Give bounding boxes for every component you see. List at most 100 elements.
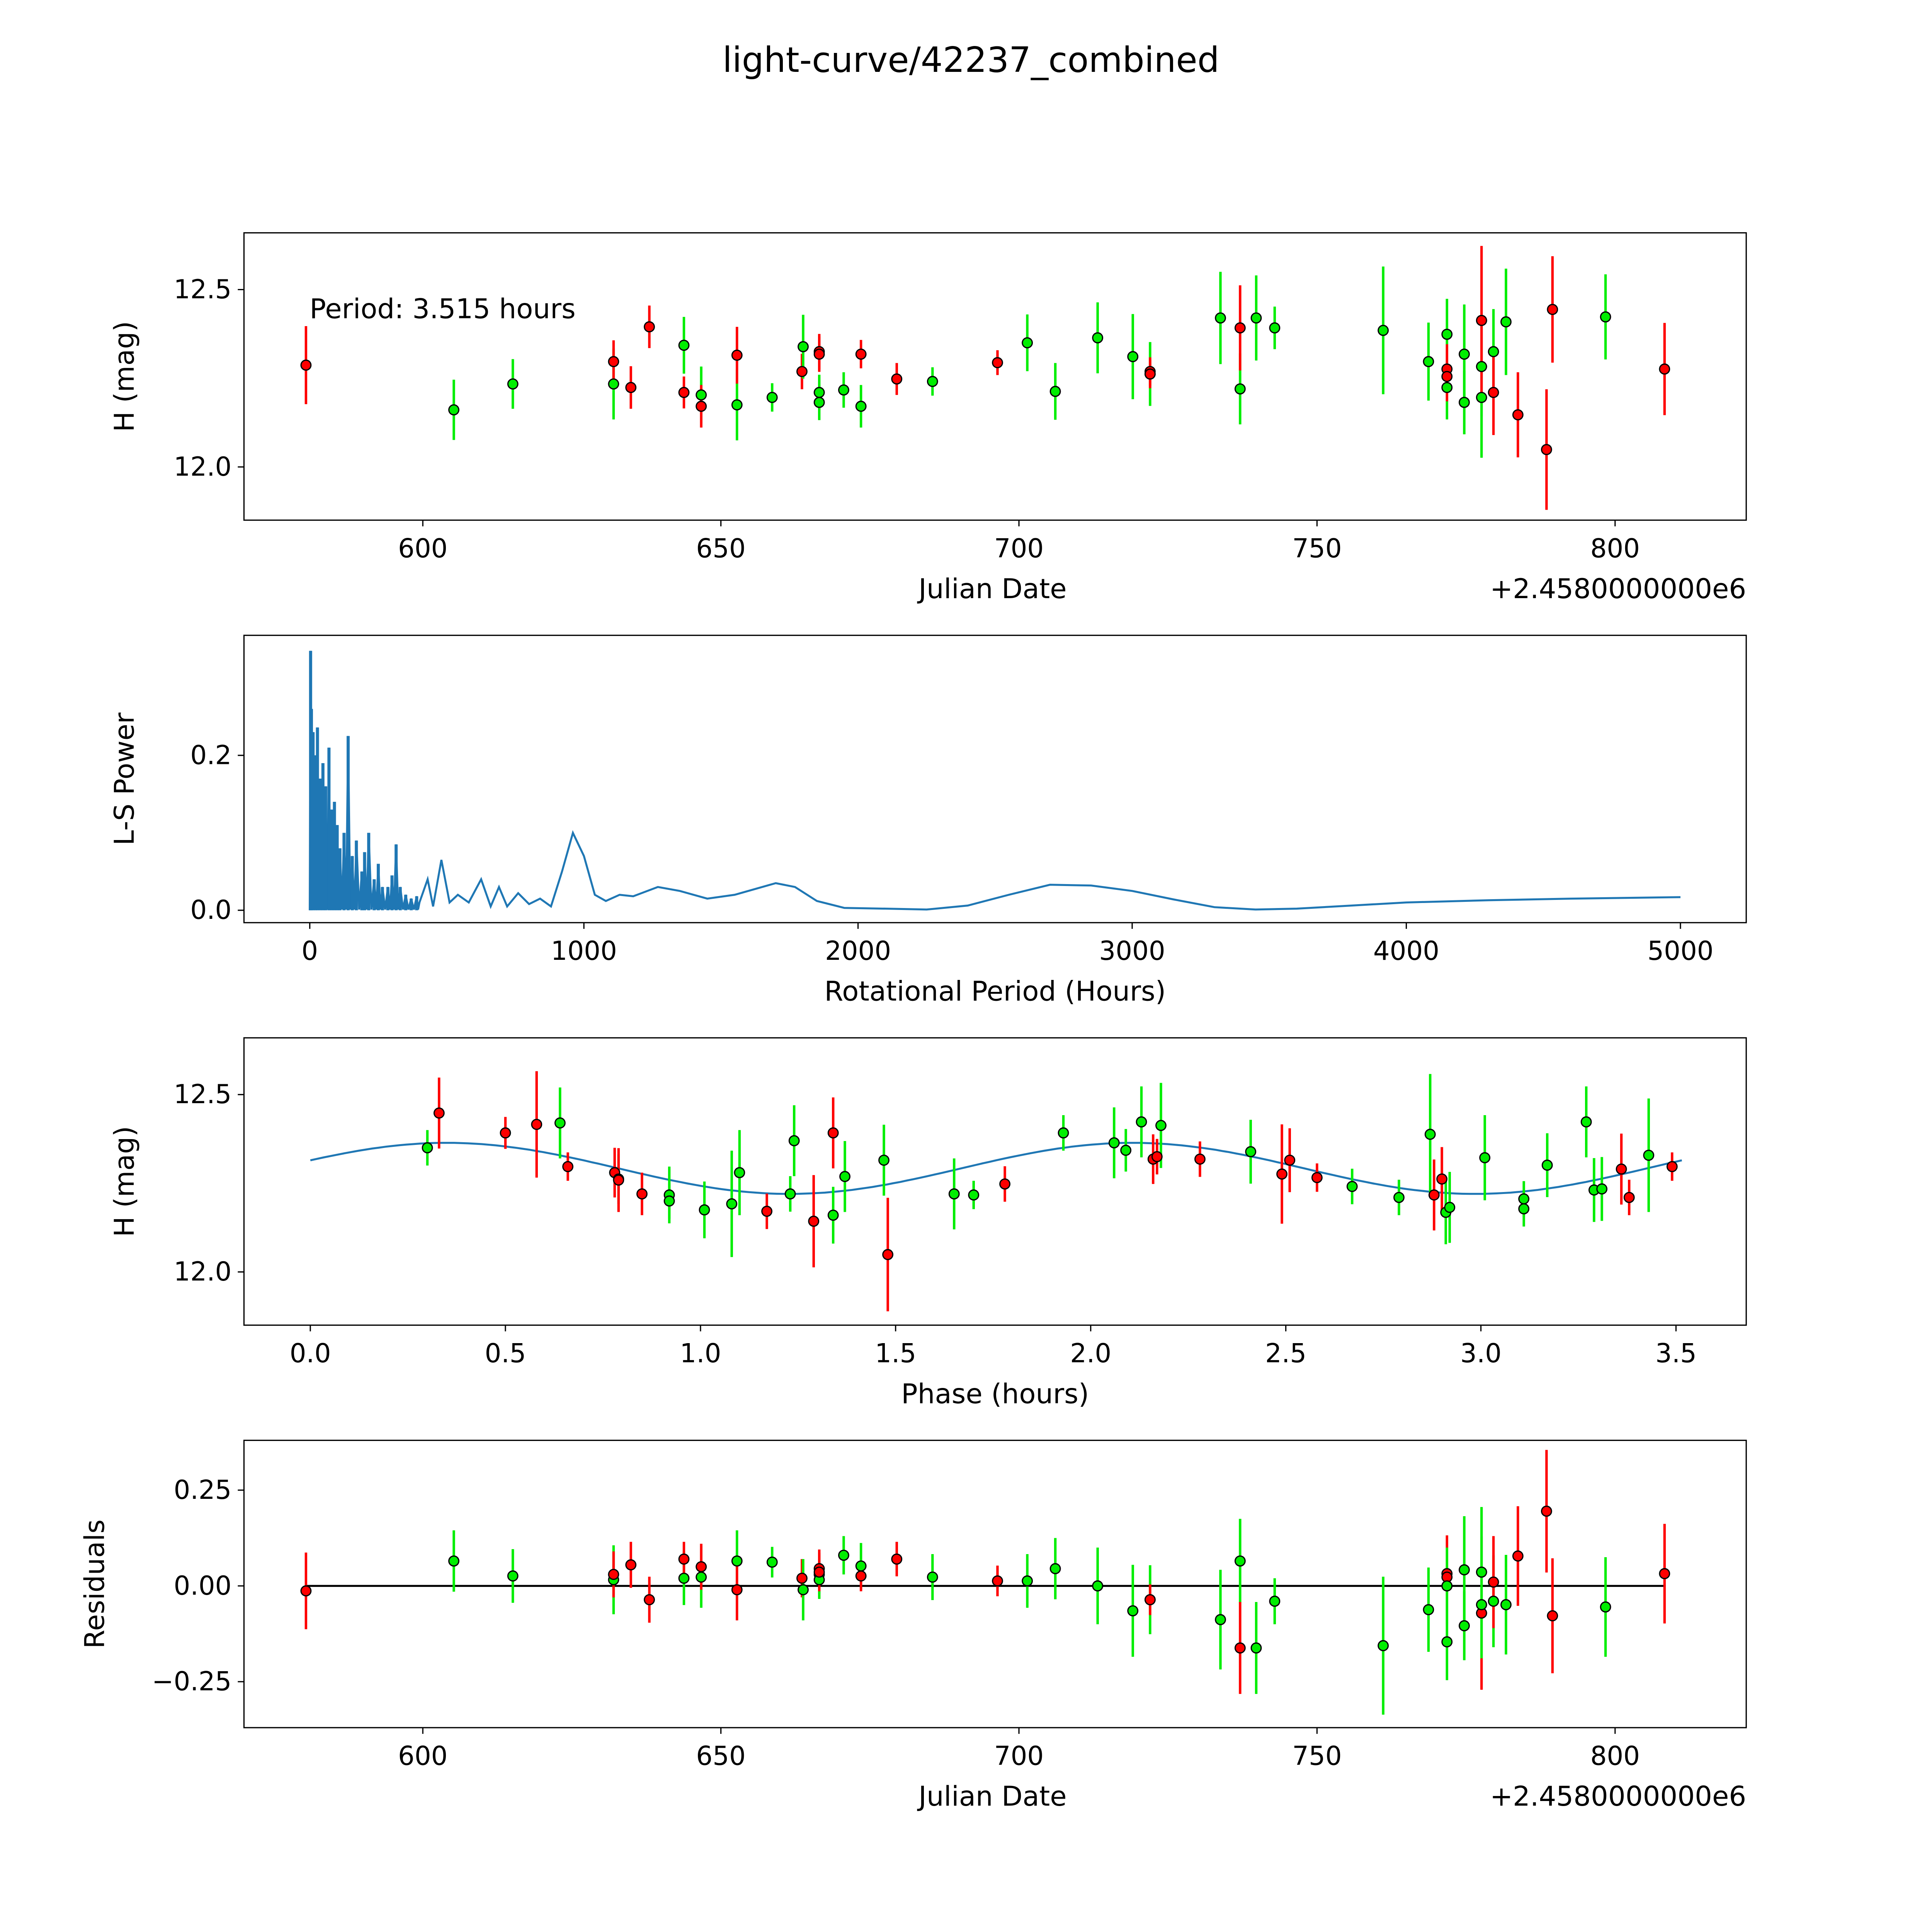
- data-point-green: [838, 1549, 849, 1561]
- data-point-green: [1541, 1160, 1553, 1171]
- data-point-green: [1127, 1605, 1139, 1617]
- x-tick-label: 750: [1292, 1741, 1342, 1771]
- data-point-red: [761, 1206, 772, 1217]
- data-point-red: [500, 1127, 511, 1139]
- data-point-green: [927, 1571, 938, 1583]
- data-point-green: [1108, 1137, 1120, 1149]
- data-point-green: [1215, 312, 1226, 324]
- data-point-red: [891, 373, 903, 385]
- data-point-green: [554, 1117, 566, 1129]
- data-point-green: [1250, 312, 1262, 324]
- data-point-green: [1441, 1580, 1453, 1592]
- data-point-red: [608, 356, 619, 367]
- data-point-green: [1022, 1575, 1033, 1587]
- data-point-green: [731, 399, 743, 411]
- data-point-red: [999, 1178, 1010, 1190]
- x-tick-label: 800: [1590, 533, 1640, 563]
- data-point-green: [1596, 1183, 1608, 1195]
- data-point-red: [1512, 1550, 1524, 1562]
- data-point-green: [1459, 349, 1470, 360]
- data-point-green: [878, 1155, 889, 1166]
- data-point-red: [678, 387, 690, 398]
- data-point-green: [1476, 392, 1487, 403]
- data-point-red: [796, 366, 808, 377]
- y-axis-label: Residuals: [79, 1519, 111, 1648]
- data-point-green: [1479, 1152, 1491, 1163]
- data-point-green: [1378, 1640, 1389, 1651]
- axes-frame: [243, 232, 1747, 521]
- plot-area: [300, 246, 1670, 510]
- data-point-red: [696, 1561, 707, 1573]
- data-point-red: [882, 1249, 894, 1260]
- x-tick-label: 1.5: [875, 1338, 916, 1369]
- data-point-green: [726, 1198, 738, 1209]
- y-tick-label: 0.25: [174, 1475, 232, 1505]
- x-tick-label: 600: [398, 533, 447, 563]
- data-point-red: [813, 349, 825, 360]
- data-point-red: [625, 1559, 637, 1571]
- data-point-red: [1666, 1161, 1678, 1172]
- data-point-green: [731, 1555, 743, 1567]
- data-point-green: [839, 1171, 850, 1182]
- model-curve: [310, 1142, 1682, 1195]
- data-point-green: [1600, 1601, 1611, 1613]
- data-point-green: [784, 1188, 796, 1200]
- data-point-red: [433, 1107, 445, 1119]
- data-point-green: [1022, 337, 1033, 349]
- data-point-green: [1234, 383, 1246, 395]
- x-offset-text: +2.4580000000e6: [1490, 1781, 1746, 1812]
- x-tick-label: 800: [1590, 1741, 1640, 1771]
- data-point-red: [891, 1553, 903, 1565]
- data-point-red: [1547, 304, 1558, 315]
- data-point-red: [1512, 409, 1524, 420]
- x-tick-label: 0.0: [290, 1338, 331, 1369]
- data-point-red: [1623, 1192, 1635, 1203]
- data-point-red: [300, 1585, 312, 1597]
- data-point-red: [562, 1161, 573, 1172]
- plot-area: [310, 1071, 1682, 1311]
- data-point-red: [1145, 368, 1156, 380]
- data-point-green: [507, 1570, 519, 1582]
- data-point-red: [1659, 363, 1670, 375]
- data-point-green: [734, 1167, 745, 1179]
- data-point-red: [1284, 1155, 1296, 1166]
- data-point-red: [992, 357, 1003, 368]
- y-tick-label: 12.0: [174, 452, 232, 482]
- panel-phased: 0.0 0.5 1.0 1.5 2.0 2.5 3.0 3.5 12.0 12.5 Phase (h…: [109, 1037, 1747, 1410]
- data-point-green: [1058, 1127, 1069, 1139]
- data-point-red: [796, 1573, 808, 1584]
- data-point-red: [1541, 444, 1552, 455]
- x-tick-label: 3.0: [1460, 1338, 1502, 1369]
- data-point-green: [663, 1195, 675, 1207]
- data-point-green: [678, 1573, 690, 1584]
- data-point-green: [1476, 361, 1487, 372]
- data-point-green: [813, 396, 825, 408]
- data-point-red: [1488, 1576, 1499, 1588]
- data-point-green: [1600, 311, 1611, 323]
- data-point-red: [827, 1127, 839, 1139]
- panel-lightcurve: 600 650 700 750 800 12.0 12.5 Julian Date H (mag…: [109, 232, 1747, 605]
- data-point-green: [927, 376, 938, 387]
- data-point-green: [1476, 1566, 1487, 1578]
- data-point-red: [531, 1119, 543, 1130]
- data-point-green: [1049, 386, 1061, 397]
- data-point-green: [1424, 1129, 1436, 1140]
- x-tick-label: 700: [994, 1741, 1044, 1771]
- data-point-green: [699, 1204, 710, 1216]
- data-point-green: [1092, 332, 1104, 344]
- data-point-green: [696, 1571, 707, 1583]
- y-tick-label: 12.5: [174, 274, 232, 304]
- data-point-green: [1476, 1599, 1487, 1611]
- data-point-green: [1378, 325, 1389, 336]
- data-point-red: [696, 401, 707, 412]
- x-axis-label: Rotational Period (Hours): [824, 976, 1166, 1007]
- data-point-green: [1346, 1181, 1358, 1192]
- x-tick-label: 0: [301, 936, 318, 966]
- data-point-green: [1423, 356, 1434, 367]
- x-offset-text: +2.4580000000e6: [1490, 573, 1746, 605]
- data-point-red: [1194, 1153, 1206, 1165]
- x-tick-label: 750: [1292, 533, 1342, 563]
- x-tick-label: 700: [994, 533, 1044, 563]
- data-point-green: [827, 1209, 839, 1221]
- data-point-green: [422, 1142, 433, 1153]
